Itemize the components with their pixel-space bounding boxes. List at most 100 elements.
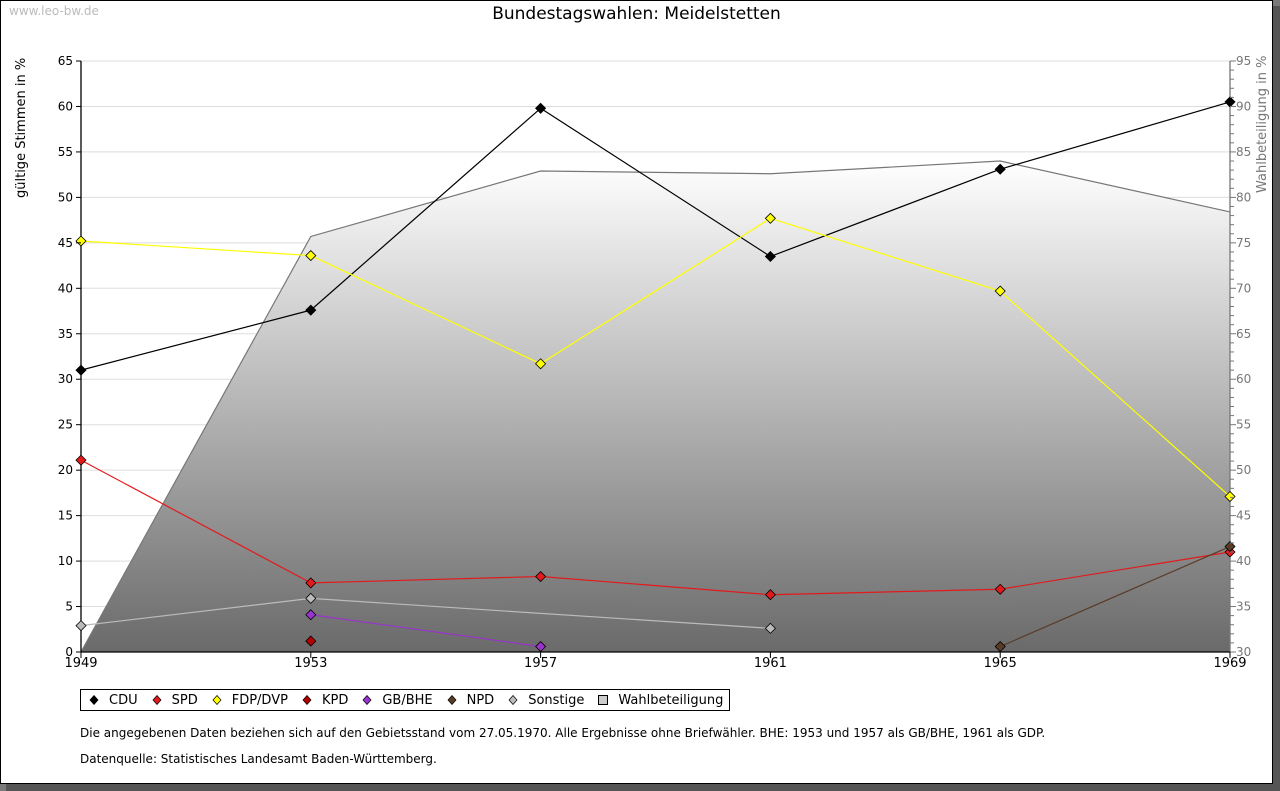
y2-tick-label: 40: [1236, 554, 1251, 568]
y-tick-label: 40: [58, 281, 73, 295]
marker-spd: [994, 583, 1006, 595]
marker-fdp-dvp: [764, 212, 776, 224]
y2-tick-label: 30: [1236, 645, 1251, 659]
y2-tick-label: 95: [1236, 54, 1251, 68]
watermark: www.leo-bw.de: [9, 4, 99, 18]
marker-kpd: [305, 635, 317, 647]
y-tick-label: 0: [65, 645, 73, 659]
legend-item-cdu: CDU: [89, 693, 138, 708]
legend-symbol-fdp-dvp: [212, 695, 222, 705]
x-tick-label: 1965: [984, 656, 1017, 671]
frame-shadow-bottom: [6, 784, 1280, 791]
legend-symbol-spd: [152, 695, 162, 705]
y-tick-label: 10: [58, 554, 73, 568]
series-line-cdu: [540, 107, 771, 257]
x-tick-label: 1961: [754, 656, 787, 671]
y2-tick-label: 50: [1236, 463, 1251, 477]
note-datenquelle: Datenquelle: Statistisches Landesamt Bad…: [80, 752, 437, 766]
series-line-cdu: [80, 309, 311, 371]
legend-symbol-wahlbeteiligung: [598, 695, 609, 705]
series-line-cdu: [310, 107, 541, 311]
legend-label: SPD: [171, 692, 198, 708]
marker-cdu: [1224, 96, 1236, 108]
y2-tick-label: 60: [1236, 372, 1251, 386]
series-line-spd: [1000, 551, 1231, 590]
marker-fdp-dvp: [994, 285, 1006, 297]
x-tick-label: 1949: [64, 656, 97, 671]
marker-cdu: [994, 163, 1006, 175]
series-line-fdp-dvp: [80, 240, 311, 257]
y-tick-label: 15: [58, 509, 73, 523]
marker-gb-bhe: [305, 609, 317, 621]
series-line-spd: [80, 459, 312, 584]
series-line-fdp-dvp: [770, 217, 1001, 292]
x-tick-label: 1953: [294, 656, 327, 671]
frame-shadow-right: [1273, 6, 1280, 791]
chart-title: Bundestagswahlen: Meidelstetten: [492, 4, 781, 24]
series-line-spd: [770, 588, 1001, 596]
legend-symbol-kpd: [302, 695, 312, 705]
marker-sonstige: [75, 620, 87, 632]
marker-cdu: [764, 250, 776, 263]
legend-item-kpd: KPD: [302, 693, 348, 708]
legend-item-spd: SPD: [152, 693, 198, 708]
series-line-gb-bhe: [310, 614, 541, 648]
marker-spd: [764, 589, 776, 601]
series-line-fdp-dvp: [999, 290, 1231, 497]
x-tick-label: 1969: [1213, 656, 1246, 671]
marker-sonstige: [764, 622, 776, 634]
y2-tick-label: 45: [1236, 509, 1251, 523]
y2-tick-label: 65: [1236, 327, 1251, 341]
marker-cdu: [305, 304, 317, 316]
marker-fdp-dvp: [75, 235, 87, 247]
legend-label: KPD: [321, 692, 349, 708]
legend-symbol-sonstige: [508, 695, 518, 705]
y2-tick-label: 75: [1236, 236, 1251, 250]
series-line-spd: [540, 575, 771, 596]
legend-symbol-gb-bhe: [362, 695, 372, 705]
legend-label: FDP/DVP: [231, 692, 288, 708]
marker-cdu: [75, 364, 87, 376]
legend-item-sonstige: Sonstige: [508, 693, 584, 708]
y-tick-label: 20: [58, 463, 73, 477]
note-gebietsstand: Die angegebenen Daten beziehen sich auf …: [80, 726, 1046, 740]
series-line-fdp-dvp: [540, 217, 771, 365]
series-line-sonstige: [310, 597, 771, 629]
y-tick-label: 65: [58, 54, 73, 68]
y2-tick-label: 55: [1236, 418, 1251, 432]
y2-tick-label: 85: [1236, 145, 1251, 159]
legend-item-wahlbeteiligung: Wahlbeteiligung: [598, 693, 723, 708]
legend-item-fdp-dvp: FDP/DVP: [212, 693, 288, 708]
legend-symbol-npd: [447, 695, 457, 705]
legend-symbol-cdu: [89, 695, 99, 705]
marker-spd: [535, 570, 547, 583]
legend-label: Wahlbeteiligung: [618, 692, 724, 708]
y-tick-label: 35: [58, 327, 73, 341]
marker-npd: [994, 640, 1006, 653]
y-tick-label: 45: [58, 236, 73, 250]
marker-fdp-dvp: [305, 250, 317, 262]
marker-fdp-dvp: [1224, 490, 1236, 503]
series-line-sonstige: [80, 597, 311, 627]
legend-label: GB/BHE: [382, 692, 433, 708]
marker-sonstige: [305, 592, 317, 604]
marker-cdu: [535, 102, 547, 114]
y2-tick-label: 70: [1236, 281, 1251, 295]
y-tick-label: 50: [58, 190, 73, 204]
y2-tick-label: 35: [1236, 600, 1251, 614]
y2-tick-label: 80: [1236, 190, 1251, 204]
y-tick-label: 60: [58, 99, 73, 113]
area-line-wahlbeteiligung: [80, 160, 1231, 653]
y-tick-label: 55: [58, 145, 73, 159]
marker-gb-bhe: [535, 640, 547, 653]
series-line-cdu: [1000, 101, 1231, 170]
legend-item-gb-bhe: GB/BHE: [362, 692, 433, 708]
series-line-fdp-dvp: [310, 255, 541, 365]
legend-item-npd: NPD: [447, 693, 494, 708]
area-wahlbeteiligung: [81, 161, 1230, 652]
y-tick-label: 30: [58, 372, 73, 386]
series-line-cdu: [770, 168, 1001, 258]
y-tick-label: 25: [58, 418, 73, 432]
marker-fdp-dvp: [535, 358, 547, 370]
legend: CDU SPD FDP/DVP KPD GB/BHE NPD Sonstige Wahlbet…: [80, 689, 731, 711]
